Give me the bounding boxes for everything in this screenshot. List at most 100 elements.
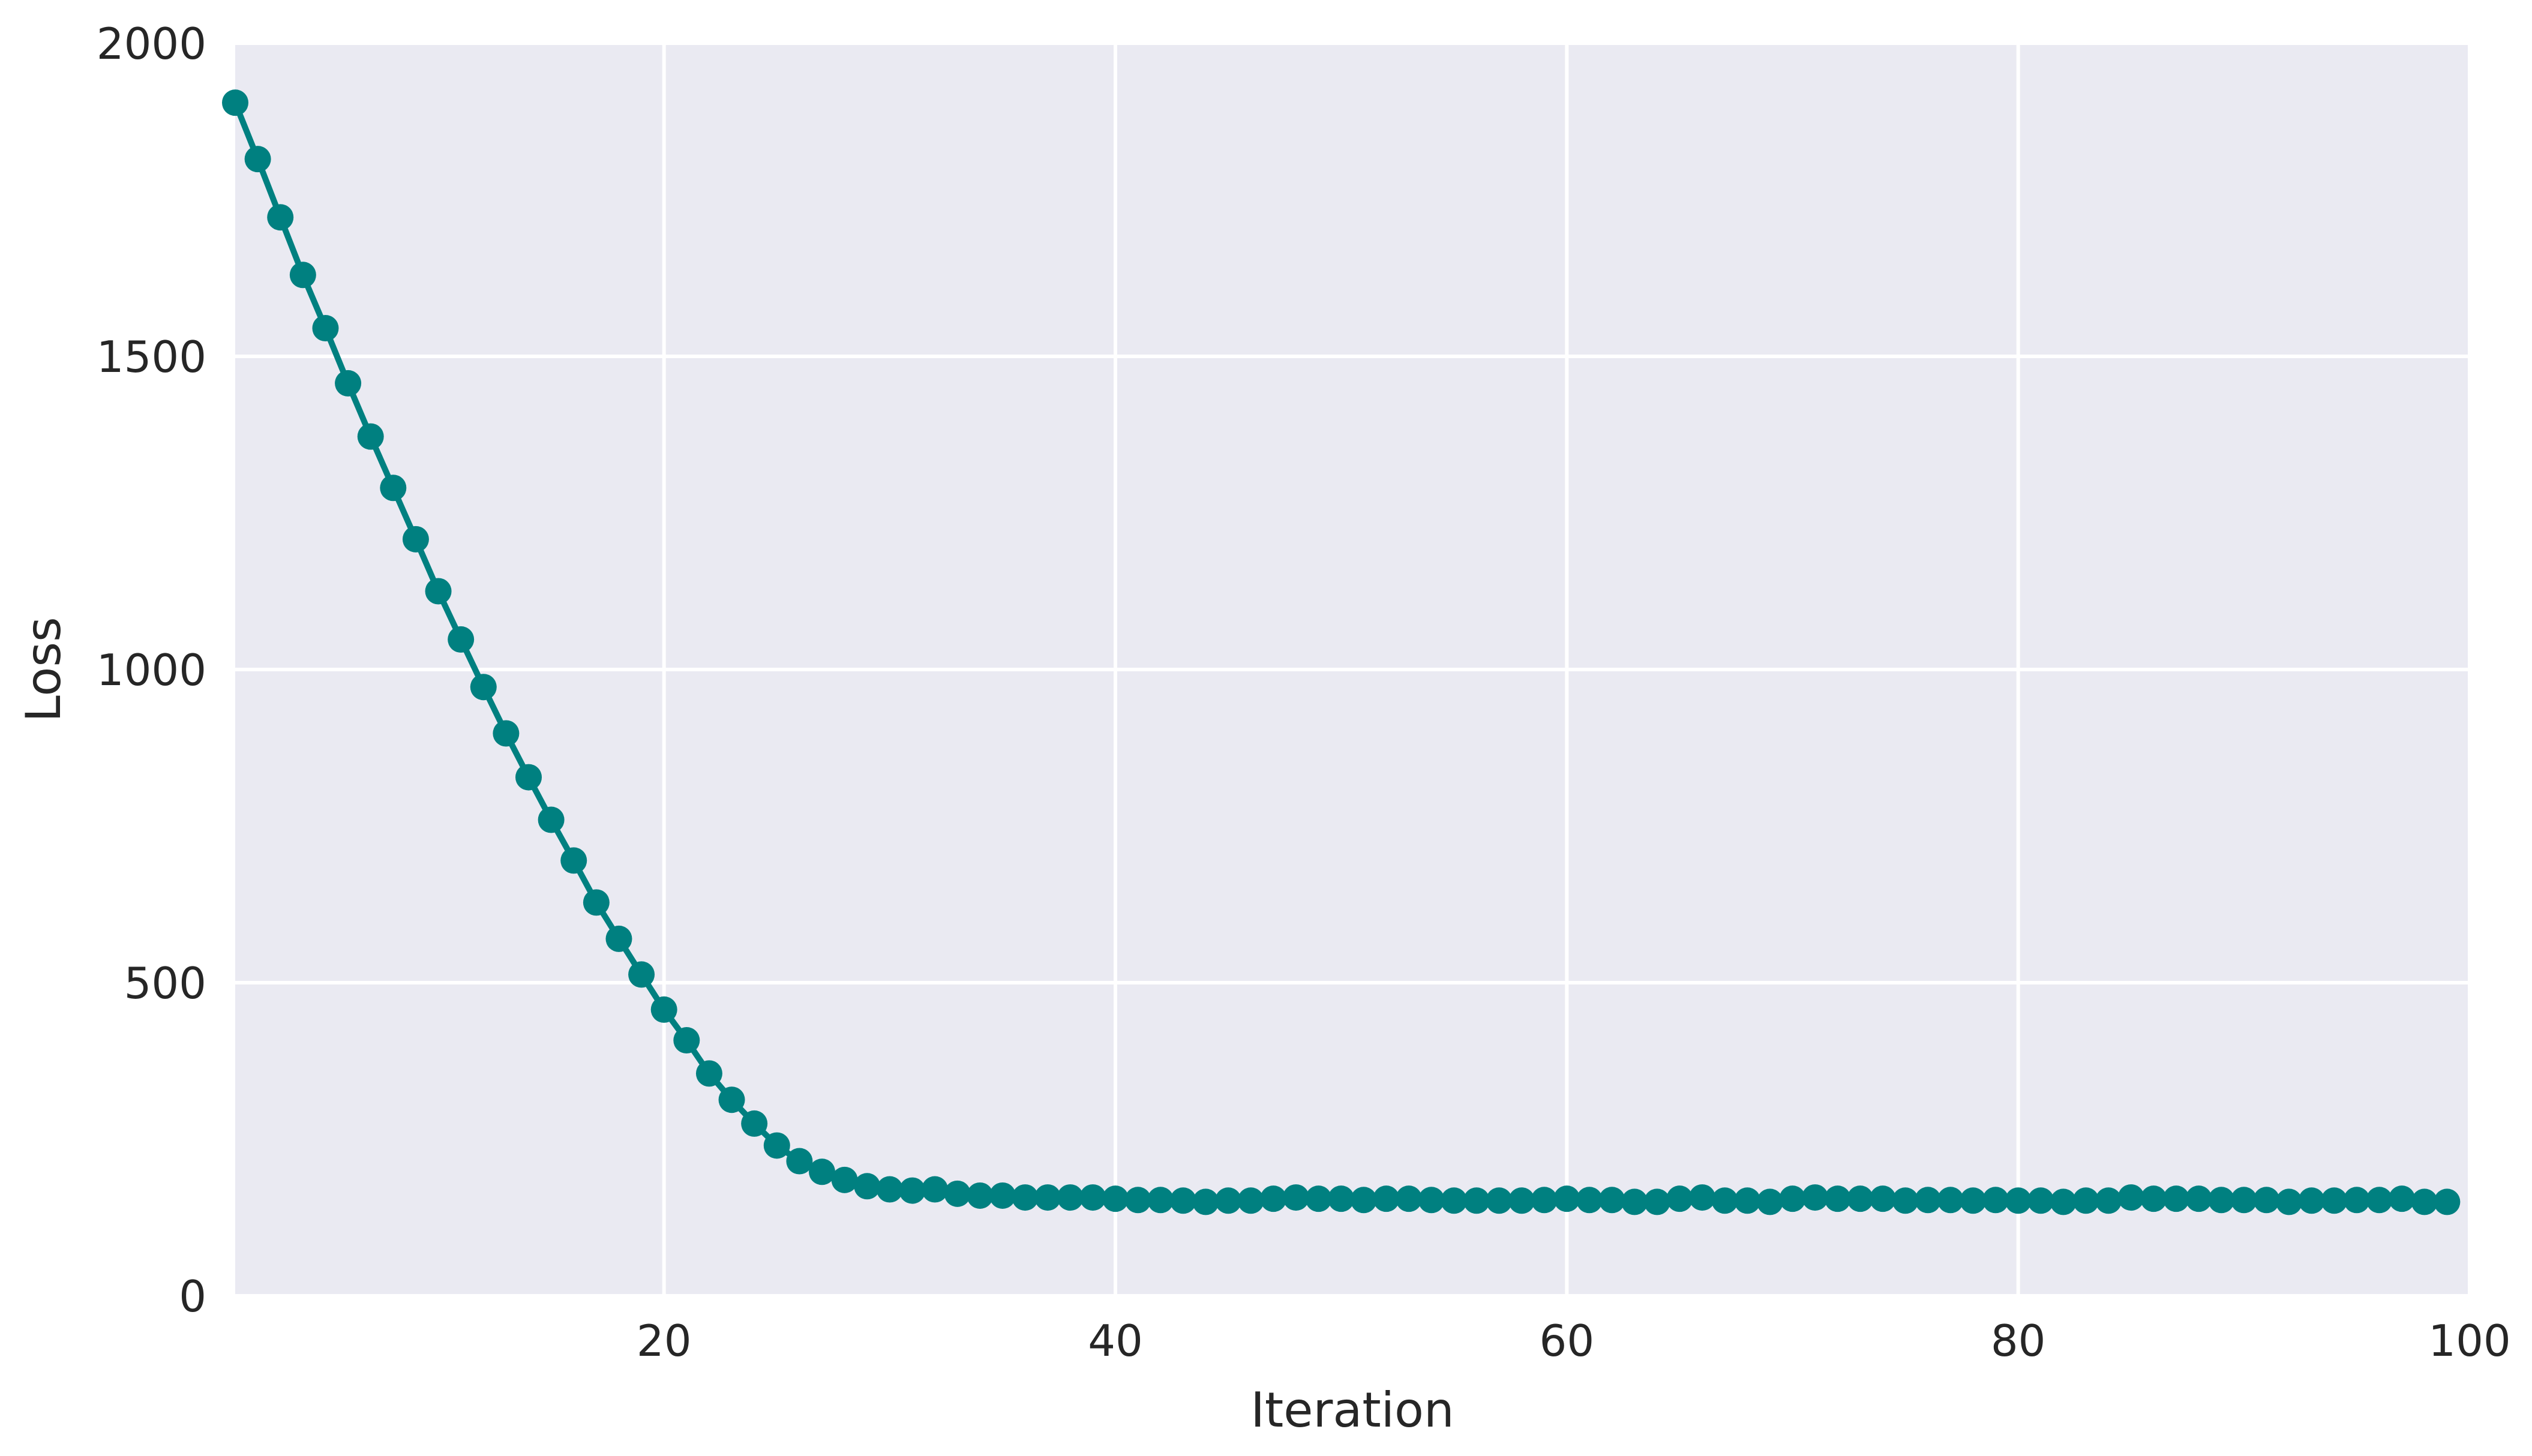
data-point [1169,1187,1196,1214]
data-point [1102,1185,1129,1212]
data-point [1124,1187,1151,1214]
data-point [1960,1187,1987,1214]
data-point [1282,1184,1309,1211]
data-point [1079,1184,1106,1211]
data-point [1802,1184,1829,1211]
data-point [357,423,384,450]
data-point [2434,1188,2461,1215]
x-tick-label: 40 [1088,1316,1143,1366]
data-point [899,1177,926,1204]
data-point [2366,1187,2393,1214]
data-point [1531,1187,1558,1214]
data-point [763,1132,790,1159]
data-point [222,89,248,116]
y-tick-label: 2000 [97,19,206,69]
data-point [1734,1187,1761,1214]
data-point [425,578,452,605]
data-point [1192,1188,1219,1215]
data-point [628,961,655,988]
data-point [1576,1187,1603,1214]
data-point [515,764,542,791]
data-point [989,1182,1016,1209]
data-point [1621,1188,1648,1215]
data-point [2298,1187,2325,1214]
data-point [1824,1185,1851,1212]
data-point [718,1086,745,1113]
data-point [244,146,271,173]
data-point [2072,1187,2099,1214]
x-tick-label: 100 [2428,1316,2510,1366]
data-point [2027,1187,2054,1214]
data-point [1892,1187,1919,1214]
data-point [583,889,610,916]
data-point [1147,1187,1174,1214]
data-point [831,1166,858,1193]
data-point [538,806,565,833]
data-point [2140,1185,2167,1212]
data-point [470,674,497,701]
data-point [1305,1185,1332,1212]
data-point [1982,1187,2009,1214]
data-point [2321,1187,2348,1214]
data-point [1350,1187,1377,1214]
y-tick-label: 0 [179,1271,206,1322]
data-point [448,626,475,653]
data-point [1237,1187,1264,1214]
y-tick-label: 1000 [97,645,206,695]
data-point [493,720,520,747]
data-point [1034,1184,1061,1211]
y-tick-label: 1500 [97,332,206,382]
data-point [695,1060,722,1087]
y-axis-label: Loss [16,617,71,722]
x-tick-label: 80 [1991,1316,2046,1366]
data-point [1373,1185,1400,1212]
data-point [854,1173,881,1200]
tick-labels: 0 500 1000 1500 2000 20 40 60 80 100 [97,19,2511,1366]
data-point [2411,1188,2438,1215]
data-point [1553,1185,1580,1212]
data-point [2005,1187,2032,1214]
data-point [741,1110,768,1137]
data-point [2185,1185,2212,1212]
data-point [1328,1185,1355,1212]
data-point [2230,1187,2257,1214]
data-point [1508,1187,1535,1214]
grid-lines [235,41,2471,1298]
data-point [267,204,294,231]
data-point [1937,1187,1964,1214]
data-point [605,925,632,952]
x-tick-label: 20 [637,1316,692,1366]
data-point [1643,1188,1670,1215]
data-point [650,996,677,1023]
y-tick-label: 500 [124,958,206,1008]
data-point [289,262,316,289]
data-point [1598,1187,1625,1214]
data-point [2253,1187,2280,1214]
data-point [944,1180,971,1207]
data-point [1869,1185,1896,1212]
data-point [2389,1185,2416,1212]
data-point [1396,1185,1423,1212]
data-point [876,1176,903,1203]
data-point [402,526,429,553]
data-point [967,1182,994,1209]
data-point [1260,1185,1287,1212]
data-point [2050,1188,2077,1215]
data-point [2208,1187,2235,1214]
data-point [673,1027,700,1054]
data-point [335,370,362,397]
data-point [1689,1184,1716,1211]
data-point [312,315,339,342]
data-point [1418,1187,1445,1214]
data-point [2162,1185,2189,1212]
data-point [1847,1185,1874,1212]
x-axis-label: Iteration [1250,1382,1454,1438]
data-point [1441,1187,1468,1214]
data-point [1012,1184,1039,1211]
data-point [1666,1185,1693,1212]
data-point [380,475,407,502]
data-point [922,1176,949,1203]
data-point [2343,1187,2370,1214]
